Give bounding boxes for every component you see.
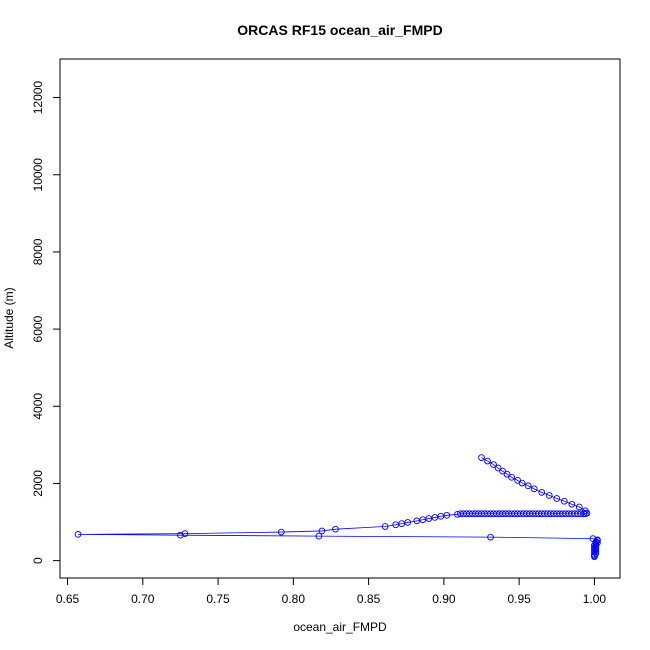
data-point bbox=[177, 531, 184, 539]
data-point bbox=[381, 523, 389, 530]
data-point bbox=[575, 503, 583, 511]
x-axis: 0.65 0.70 0.75 0.80 0.85 0.90 0.95 1.00 bbox=[56, 577, 607, 606]
data-point bbox=[524, 482, 532, 490]
data-point bbox=[484, 457, 491, 465]
y-tick-label: 0 bbox=[31, 557, 45, 564]
data-point bbox=[553, 495, 561, 502]
series-line bbox=[78, 457, 599, 557]
data-point bbox=[490, 461, 497, 468]
y-tick-label: 8000 bbox=[31, 238, 45, 265]
x-tick-label: 0.75 bbox=[206, 592, 230, 606]
data-point bbox=[582, 507, 589, 515]
y-tick-label: 6000 bbox=[31, 315, 45, 342]
data-point bbox=[545, 492, 553, 499]
data-point bbox=[74, 531, 82, 538]
x-tick-label: 0.70 bbox=[131, 592, 155, 606]
data-point bbox=[318, 527, 326, 535]
data-point bbox=[530, 485, 538, 493]
data-point bbox=[568, 500, 576, 508]
y-axis: 0 2000 4000 6000 8000 10000 12000 bbox=[31, 81, 61, 564]
data-point bbox=[508, 473, 515, 481]
data-point bbox=[332, 525, 339, 533]
data-point bbox=[443, 511, 451, 519]
chart-title: ORCAS RF15 ocean_air_FMPD bbox=[237, 22, 442, 38]
data-point bbox=[514, 477, 521, 484]
data-point bbox=[404, 519, 412, 526]
data-point bbox=[494, 464, 502, 472]
data-point bbox=[315, 532, 323, 540]
data-point bbox=[478, 454, 485, 461]
data-point bbox=[503, 470, 511, 478]
data-point bbox=[594, 536, 601, 544]
data-point bbox=[560, 497, 568, 505]
x-tick-label: 0.85 bbox=[357, 592, 381, 606]
series-layer bbox=[74, 454, 601, 561]
data-point bbox=[499, 467, 506, 475]
y-tick-label: 2000 bbox=[31, 470, 45, 497]
data-point bbox=[594, 539, 601, 547]
x-axis-label: ocean_air_FMPD bbox=[293, 620, 387, 634]
data-point bbox=[538, 488, 546, 496]
data-point bbox=[487, 533, 494, 541]
y-axis-label: Altitude (m) bbox=[2, 287, 16, 348]
y-tick-label: 10000 bbox=[31, 158, 45, 192]
plot-frame bbox=[59, 58, 621, 579]
x-tick-label: 1.00 bbox=[583, 592, 607, 606]
data-point bbox=[592, 540, 600, 548]
y-tick-label: 4000 bbox=[31, 393, 45, 420]
data-point bbox=[277, 528, 285, 536]
x-tick-label: 0.90 bbox=[432, 592, 456, 606]
x-tick-label: 0.80 bbox=[282, 592, 306, 606]
data-point bbox=[589, 535, 597, 542]
x-tick-label: 0.95 bbox=[507, 592, 531, 606]
data-point bbox=[181, 530, 189, 537]
y-tick-label: 12000 bbox=[31, 81, 45, 115]
x-tick-label: 0.65 bbox=[56, 592, 80, 606]
